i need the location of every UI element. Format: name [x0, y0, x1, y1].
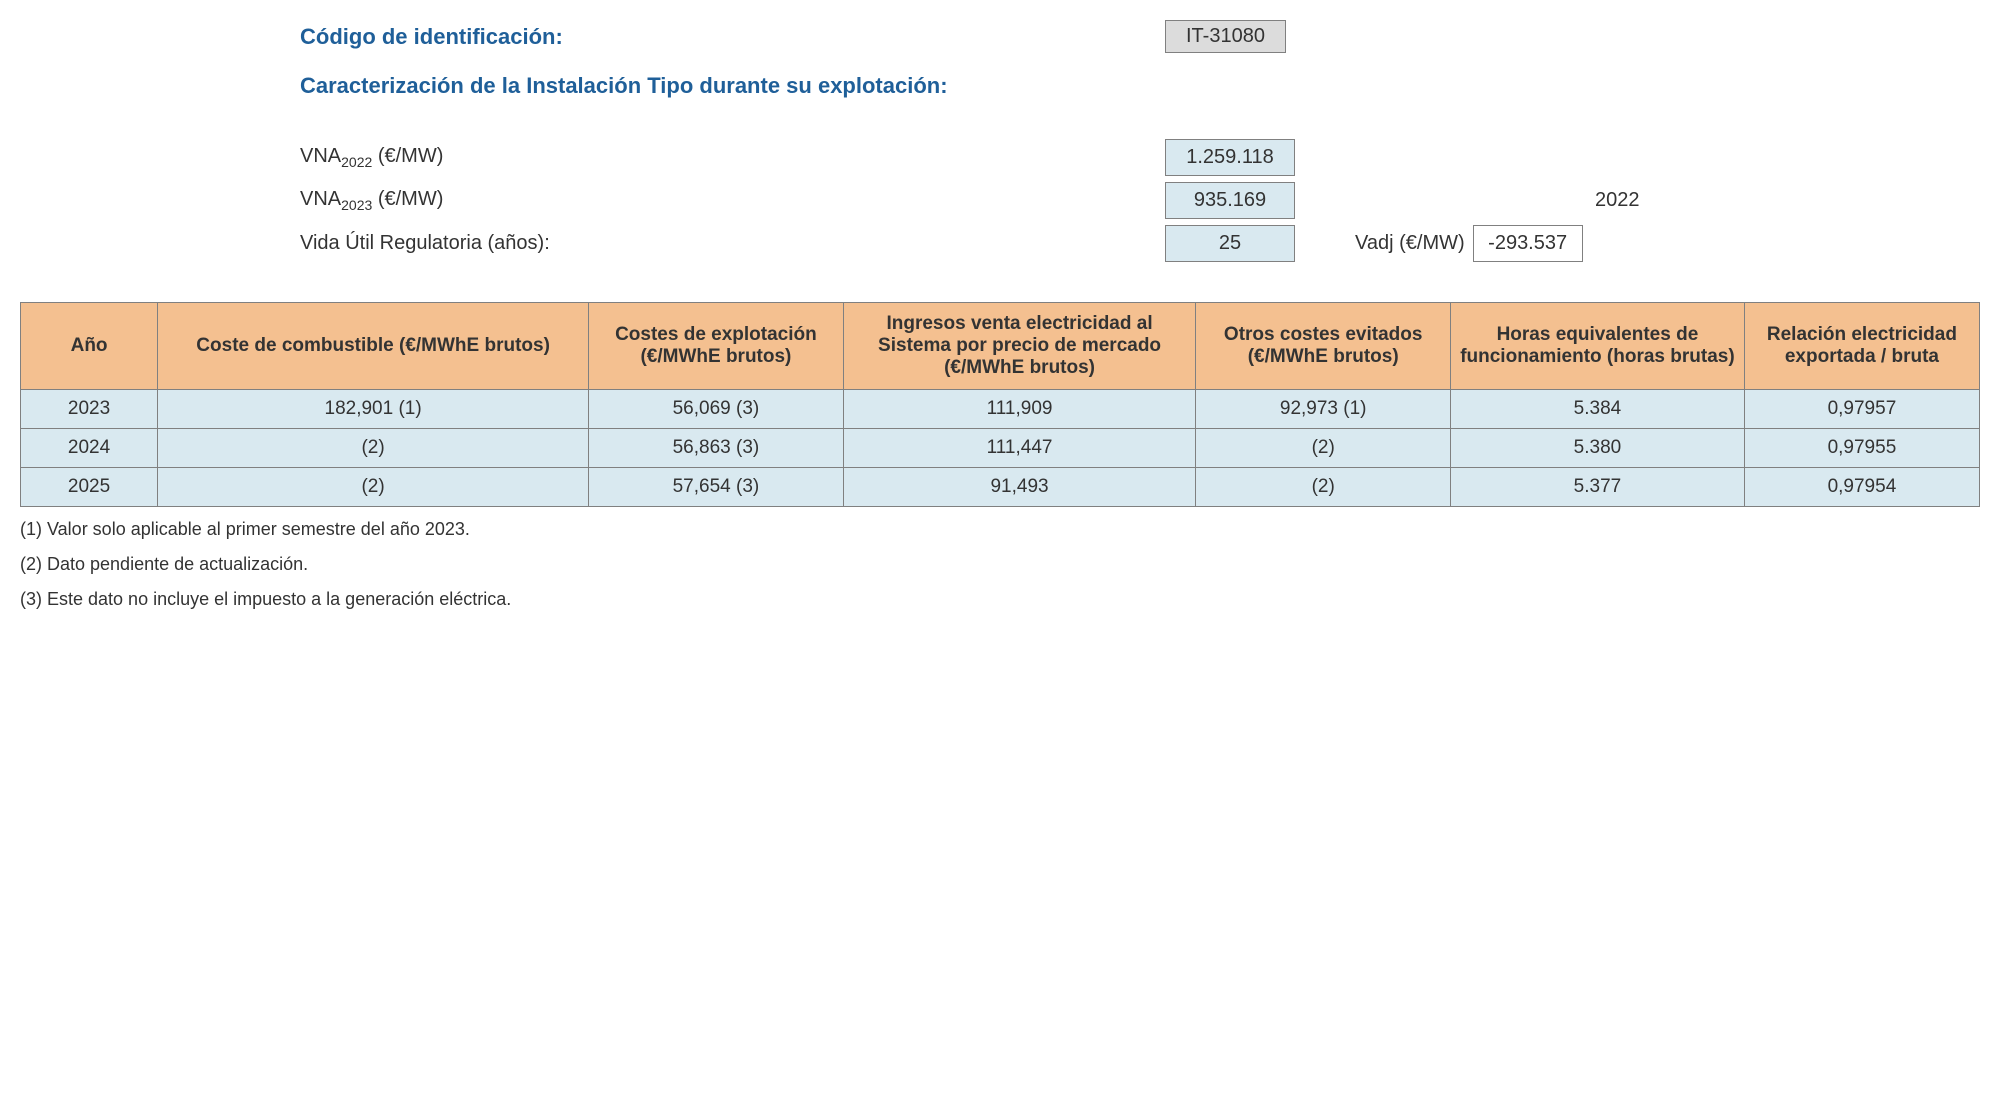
table-cell: 111,447	[843, 429, 1196, 468]
vna2022-value: 1.259.118	[1165, 139, 1295, 176]
table-cell: 182,901 (1)	[158, 390, 589, 429]
table-cell: 5.380	[1451, 429, 1745, 468]
table-cell: (2)	[158, 468, 589, 507]
year-right: 2022	[1595, 189, 1640, 212]
data-table: AñoCoste de combustible (€/MWhE brutos)C…	[20, 302, 1980, 507]
vida-label: Vida Útil Regulatoria (años):	[300, 232, 900, 255]
table-cell: 2023	[21, 390, 158, 429]
table-cell: (2)	[158, 429, 589, 468]
vna2023-label: VNA2023 (€/MW)	[300, 188, 900, 213]
table-cell: 0,97955	[1744, 429, 1979, 468]
table-cell: 2025	[21, 468, 158, 507]
footnote: (2) Dato pendiente de actualización.	[20, 554, 1980, 575]
table-cell: (2)	[1196, 429, 1451, 468]
table-cell: 0,97957	[1744, 390, 1979, 429]
table-cell: 0,97954	[1744, 468, 1979, 507]
footnotes: (1) Valor solo aplicable al primer semes…	[20, 519, 1980, 610]
table-header: Año	[21, 303, 158, 390]
vida-value: 25	[1165, 225, 1295, 262]
table-header: Relación electricidad exportada / bruta	[1744, 303, 1979, 390]
vna2023-value: 935.169	[1165, 182, 1295, 219]
table-row: 2024(2)56,863 (3)111,447(2)5.3800,97955	[21, 429, 1980, 468]
table-cell: 92,973 (1)	[1196, 390, 1451, 429]
table-row: 2025(2)57,654 (3)91,493(2)5.3770,97954	[21, 468, 1980, 507]
vna2022-label: VNA2022 (€/MW)	[300, 145, 900, 170]
vadj-value: -293.537	[1473, 225, 1583, 262]
table-header: Otros costes evitados (€/MWhE brutos)	[1196, 303, 1451, 390]
code-value: IT-31080	[1165, 20, 1286, 53]
table-cell: 56,069 (3)	[589, 390, 844, 429]
table-header: Coste de combustible (€/MWhE brutos)	[158, 303, 589, 390]
table-cell: 2024	[21, 429, 158, 468]
footnote: (1) Valor solo aplicable al primer semes…	[20, 519, 1980, 540]
table-cell: 5.377	[1451, 468, 1745, 507]
vadj-label: Vadj (€/MW)	[1355, 232, 1465, 255]
footnote: (3) Este dato no incluye el impuesto a l…	[20, 589, 1980, 610]
table-header: Horas equivalentes de funcionamiento (ho…	[1451, 303, 1745, 390]
table-cell: (2)	[1196, 468, 1451, 507]
table-header: Costes de explotación (€/MWhE brutos)	[589, 303, 844, 390]
code-label: Código de identificación:	[300, 24, 900, 50]
table-cell: 57,654 (3)	[589, 468, 844, 507]
table-cell: 5.384	[1451, 390, 1745, 429]
table-row: 2023182,901 (1)56,069 (3)111,90992,973 (…	[21, 390, 1980, 429]
table-cell: 111,909	[843, 390, 1196, 429]
table-header: Ingresos venta electricidad al Sistema p…	[843, 303, 1196, 390]
section-title: Caracterización de la Instalación Tipo d…	[300, 73, 1980, 99]
table-cell: 91,493	[843, 468, 1196, 507]
table-cell: 56,863 (3)	[589, 429, 844, 468]
